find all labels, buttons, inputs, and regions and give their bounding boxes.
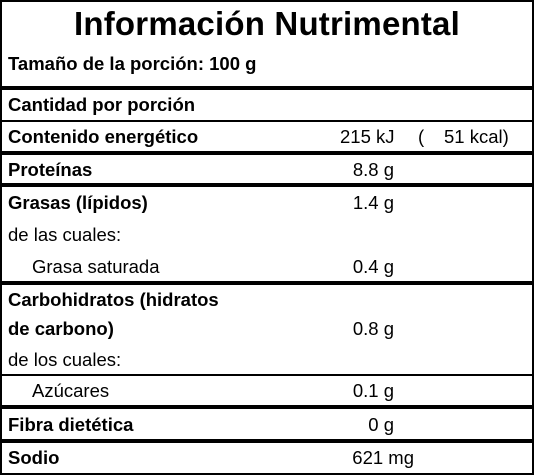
divider bbox=[2, 86, 532, 90]
label-title: Información Nutrimental bbox=[74, 5, 460, 42]
fat-value: 1.4 g bbox=[352, 192, 394, 213]
divider bbox=[2, 374, 532, 376]
energy-label: Contenido energético bbox=[8, 126, 199, 147]
sugars-label: Azúcares bbox=[32, 380, 110, 401]
energy-kj-value: 215 kJ bbox=[340, 126, 395, 147]
fiber-label: Fibra dietética bbox=[8, 414, 134, 435]
divider bbox=[2, 120, 532, 122]
sugars-value: 0.1 g bbox=[352, 380, 394, 401]
carbohydrates-label-line1: Carbohidratos (hidratos bbox=[8, 289, 219, 310]
divider bbox=[2, 183, 532, 187]
fat-of-which: de las cuales: bbox=[8, 224, 122, 245]
saturated-fat-label: Grasa saturada bbox=[32, 256, 160, 277]
fiber-value: 0 g bbox=[368, 414, 394, 435]
amount-per-serving-header: Cantidad por porción bbox=[8, 94, 196, 115]
fat-label: Grasas (lípidos) bbox=[8, 192, 148, 213]
protein-label: Proteínas bbox=[8, 159, 93, 180]
divider bbox=[2, 405, 532, 409]
carbohydrates-of-which: de los cuales: bbox=[8, 349, 122, 370]
serving-size: Tamaño de la porción: 100 g bbox=[8, 53, 257, 74]
divider bbox=[2, 151, 532, 155]
carbohydrates-value: 0.8 g bbox=[352, 318, 394, 339]
saturated-fat-value: 0.4 g bbox=[352, 256, 394, 277]
divider bbox=[2, 439, 532, 443]
energy-kcal-value: 51 kcal) bbox=[444, 126, 509, 147]
divider bbox=[2, 281, 532, 285]
protein-value: 8.8 g bbox=[352, 159, 394, 180]
energy-paren: ( bbox=[418, 126, 425, 147]
sodium-value: 621 mg bbox=[352, 447, 414, 468]
sodium-label: Sodio bbox=[8, 447, 60, 468]
carbohydrates-label-line2: de carbono) bbox=[8, 318, 114, 339]
